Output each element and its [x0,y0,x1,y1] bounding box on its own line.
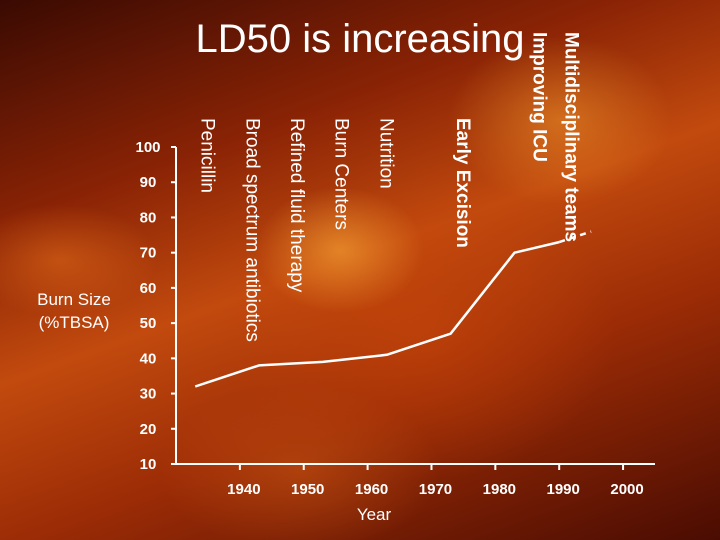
y-axis-label-line1: Burn Size [37,290,111,309]
milestone-label: Improving ICU [529,32,550,162]
y-tick-label: 70 [140,245,157,262]
y-tick-label: 40 [140,350,157,367]
ld50-projection-line [558,230,592,244]
milestone-label: Early Excision [452,118,473,248]
milestone-label: Nutrition [375,118,396,189]
chart-ticks: 10 20 30 40 50 60 70 80 90 100 1940 1950 1960 1970 198… [135,139,643,498]
y-tick-label: 100 [135,139,160,156]
x-tick-label: 1970 [419,481,452,498]
y-axis-label-line2: (%TBSA) [39,313,110,332]
slide-title: LD50 is increasing [195,17,524,61]
x-tick-label: 1950 [291,481,324,498]
ld50-line [194,240,560,388]
x-tick-label: 2000 [610,481,643,498]
milestone-label: Refined fluid therapy [286,118,307,293]
chart-annotations: Penicillin Broad spectrum antibiotics Refi… [197,32,582,342]
milestone-label: Penicillin [197,118,218,193]
y-tick-label: 50 [140,315,157,332]
chart-axes [175,147,655,465]
x-tick-label: 1990 [547,481,580,498]
y-tick-label: 10 [140,456,157,473]
milestone-label: Multidisciplinary teams [561,32,582,242]
y-tick-label: 20 [140,421,157,438]
y-tick-label: 90 [140,174,157,191]
x-tick-label: 1940 [227,481,260,498]
x-axis-label: Year [357,505,392,524]
y-tick-label: 30 [140,386,157,403]
x-tick-label: 1960 [355,481,388,498]
y-tick-label: 60 [140,280,157,297]
chart-series [194,230,592,388]
milestone-label: Broad spectrum antibiotics [241,118,262,342]
x-tick-label: 1980 [483,481,516,498]
y-tick-label: 80 [140,209,157,226]
milestone-label: Burn Centers [331,118,352,230]
